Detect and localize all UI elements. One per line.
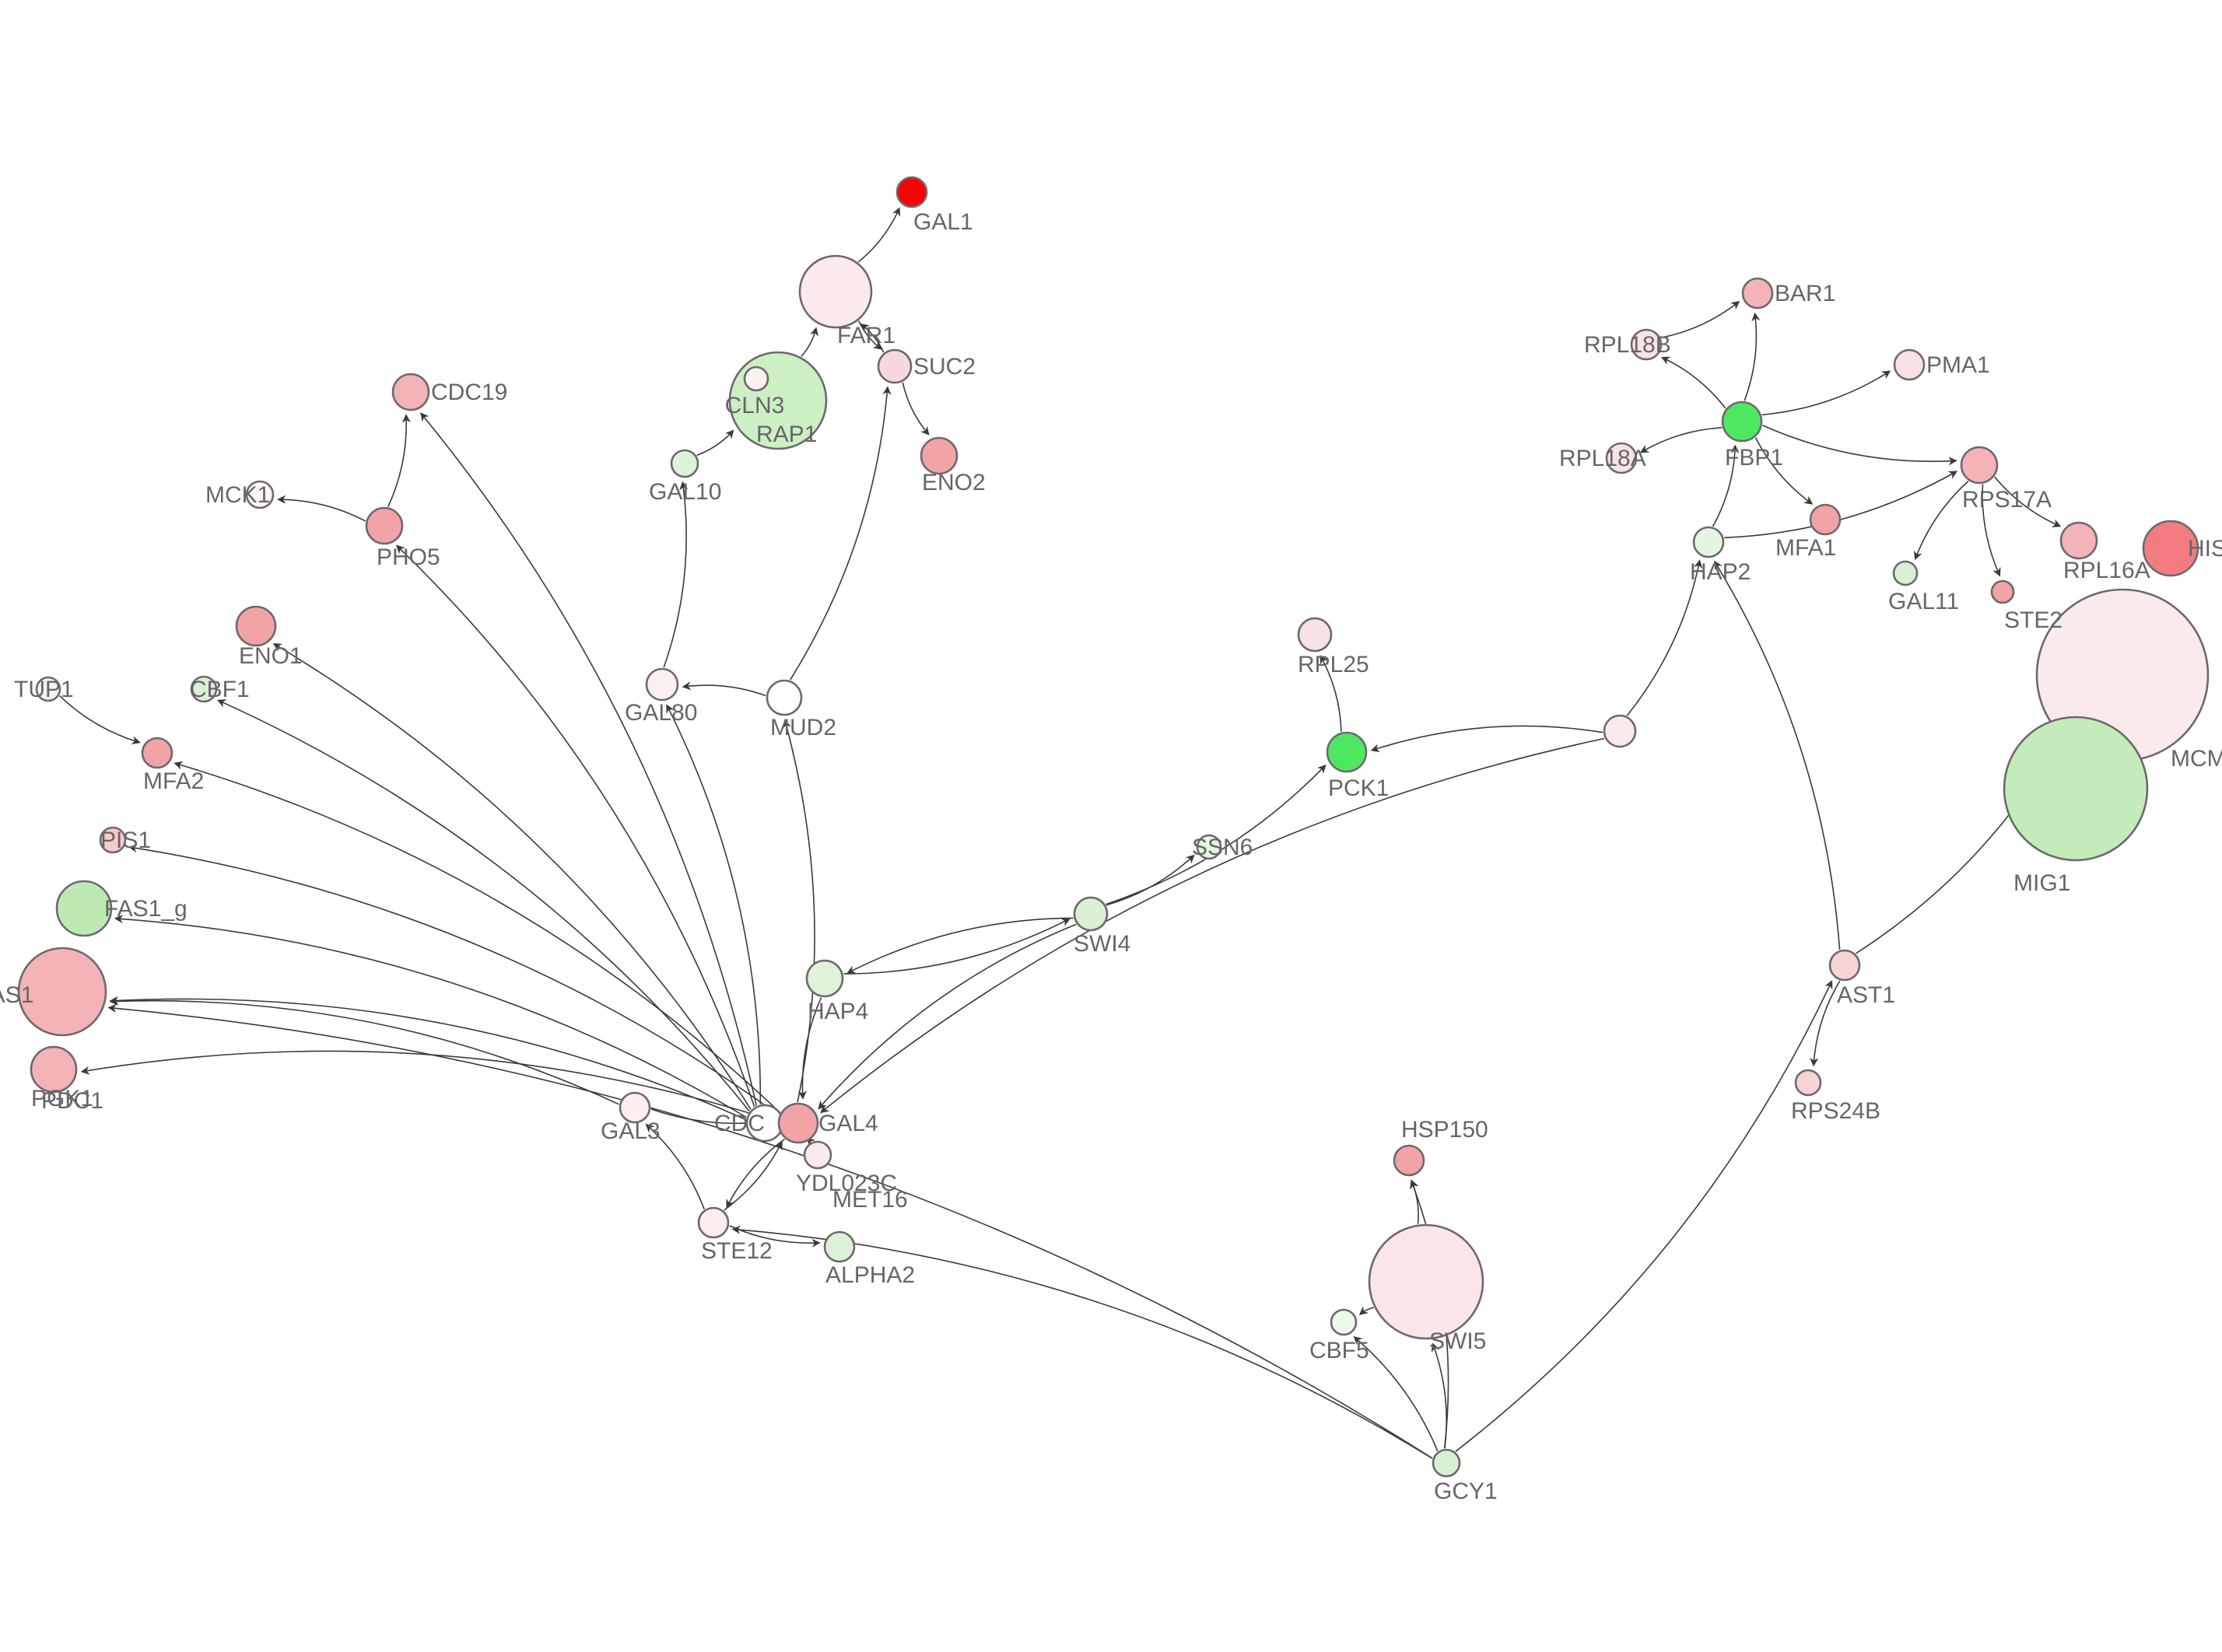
svg-text:FAS1_g: FAS1_g bbox=[104, 896, 188, 922]
svg-text:GAL10: GAL10 bbox=[649, 479, 721, 505]
svg-text:STE12: STE12 bbox=[701, 1238, 773, 1264]
svg-text:RAP1: RAP1 bbox=[756, 422, 817, 447]
svg-text:RPL25: RPL25 bbox=[1298, 652, 1369, 677]
svg-text:AST1: AST1 bbox=[1837, 982, 1895, 1008]
svg-text:RPL18B: RPL18B bbox=[1584, 332, 1671, 358]
svg-text:MIG1: MIG1 bbox=[2013, 870, 2070, 896]
svg-text:GAL80: GAL80 bbox=[625, 700, 697, 726]
svg-text:GAL1: GAL1 bbox=[913, 209, 973, 235]
svg-text:HAP4: HAP4 bbox=[808, 999, 868, 1024]
svg-text:MUD2: MUD2 bbox=[770, 715, 836, 740]
svg-text:HAP2: HAP2 bbox=[1690, 559, 1751, 585]
svg-text:FAR1: FAR1 bbox=[837, 323, 895, 348]
svg-text:CBF5: CBF5 bbox=[1309, 1338, 1369, 1363]
svg-text:MFA1: MFA1 bbox=[1775, 535, 1836, 561]
svg-text:RPS24B: RPS24B bbox=[1791, 1098, 1880, 1124]
svg-text:RPL16A: RPL16A bbox=[2063, 558, 2150, 583]
svg-text:SUC2: SUC2 bbox=[913, 354, 976, 380]
svg-text:ALPHA2: ALPHA2 bbox=[825, 1262, 915, 1288]
svg-text:ENO2: ENO2 bbox=[922, 470, 986, 495]
svg-text:PMA1: PMA1 bbox=[1926, 352, 1990, 378]
svg-text:GAL4: GAL4 bbox=[818, 1111, 878, 1136]
svg-text:SWI5: SWI5 bbox=[1429, 1328, 1486, 1354]
svg-text:CBF1: CBF1 bbox=[190, 677, 250, 702]
svg-text:CDC: CDC bbox=[714, 1111, 765, 1136]
svg-text:CLN3: CLN3 bbox=[725, 393, 785, 418]
svg-text:CDC19: CDC19 bbox=[431, 380, 507, 405]
svg-text:FAS1: FAS1 bbox=[0, 982, 33, 1008]
svg-text:GAL3: GAL3 bbox=[601, 1118, 661, 1144]
svg-text:SSN6: SSN6 bbox=[1192, 835, 1253, 860]
svg-text:SWI4: SWI4 bbox=[1074, 931, 1130, 957]
svg-text:RPL18A: RPL18A bbox=[1559, 446, 1646, 471]
svg-text:HSP150: HSP150 bbox=[1401, 1117, 1488, 1143]
svg-text:STE2: STE2 bbox=[2004, 607, 2063, 633]
svg-text:MET16: MET16 bbox=[832, 1187, 908, 1213]
svg-text:GCY1: GCY1 bbox=[1434, 1479, 1498, 1504]
svg-text:PCK1: PCK1 bbox=[1328, 775, 1389, 801]
svg-text:ENO1: ENO1 bbox=[239, 643, 303, 669]
svg-text:PHO5: PHO5 bbox=[377, 544, 440, 570]
svg-text:MCM1: MCM1 bbox=[2171, 746, 2222, 772]
svg-text:RPS17A: RPS17A bbox=[1962, 487, 2052, 513]
svg-text:HIS4: HIS4 bbox=[2188, 536, 2222, 562]
svg-text:FBP1: FBP1 bbox=[1725, 445, 1783, 471]
svg-text:MFA2: MFA2 bbox=[143, 768, 204, 794]
svg-text:MCK1: MCK1 bbox=[205, 482, 270, 508]
svg-text:BAR1: BAR1 bbox=[1775, 281, 1835, 306]
svg-text:TUP1: TUP1 bbox=[14, 677, 74, 702]
svg-text:GAL11: GAL11 bbox=[1888, 589, 1959, 614]
svg-text:PGK1: PGK1 bbox=[31, 1086, 93, 1111]
svg-text:PIS1: PIS1 bbox=[100, 828, 151, 853]
